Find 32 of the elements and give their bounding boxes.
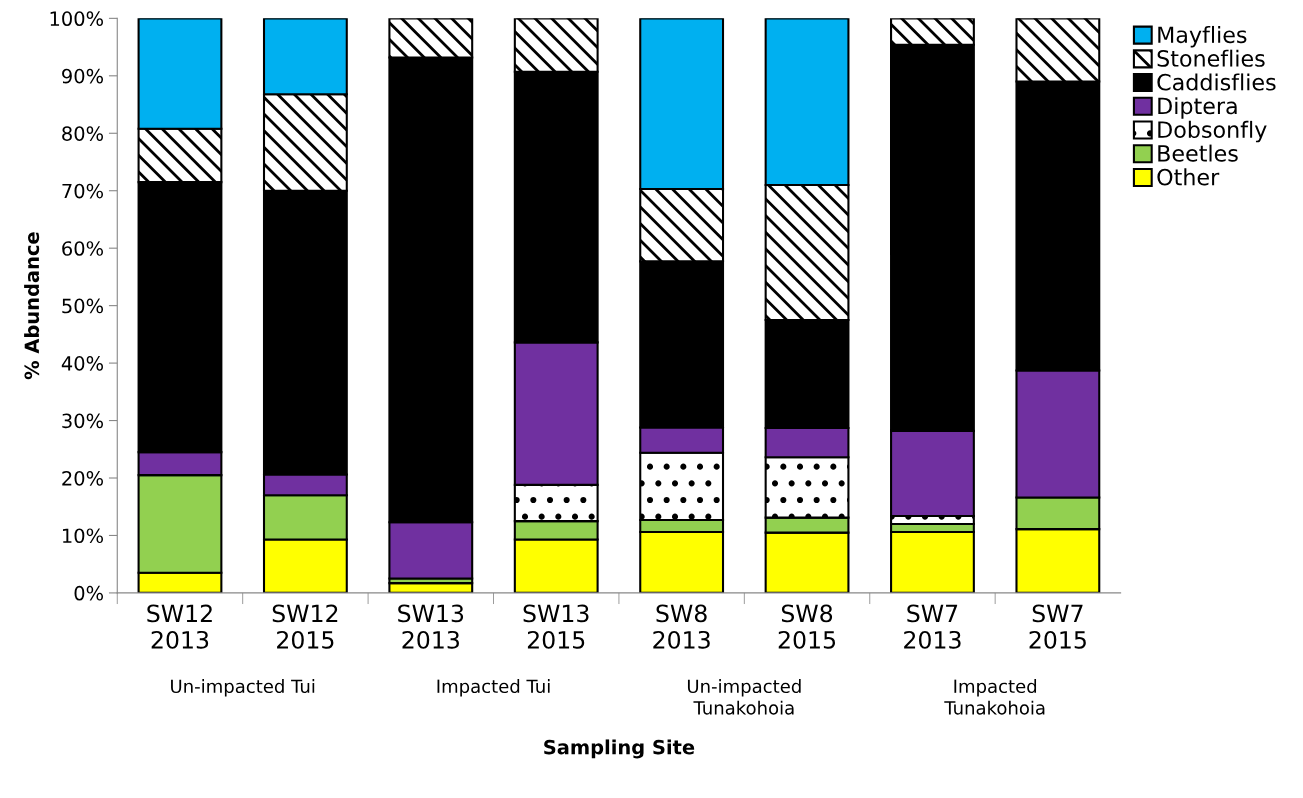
- y-tick-label: 0%: [74, 585, 103, 601]
- x-tick-label: SW8 2015: [778, 604, 836, 649]
- y-axis-title: % Abundance: [24, 232, 40, 380]
- legend-label: Beetles: [1158, 144, 1238, 162]
- y-tick-label: 80%: [62, 126, 103, 141]
- y-tick-label: 60%: [62, 241, 103, 256]
- legend-label: Other: [1157, 168, 1220, 186]
- legend-label: Diptera: [1158, 97, 1237, 119]
- legend-label: Stoneflies: [1157, 49, 1265, 67]
- y-tick-label: 10%: [62, 528, 103, 544]
- x-tick-label: SW7 2013: [904, 604, 961, 649]
- y-tick-label: 70%: [62, 183, 103, 199]
- y-tick-label: 100%: [50, 11, 103, 27]
- y-tick-label: 40%: [61, 356, 103, 371]
- x-tick-label: SW12 2013: [147, 604, 212, 649]
- y-tick-label: 90%: [62, 68, 103, 84]
- text: Un-impacted Tui: [171, 679, 315, 697]
- x-tick-label: SW12 2015: [272, 604, 338, 649]
- y-tick-label: 50%: [62, 298, 103, 314]
- y-tick-label: 20%: [62, 470, 103, 486]
- text: Impacted Tunakohoia: [944, 679, 1045, 715]
- y-tick-label: 30%: [62, 413, 103, 429]
- x-tick-label: SW8 2013: [653, 604, 710, 649]
- x-tick-label: SW13 2013: [398, 604, 464, 649]
- legend-label: Mayflies: [1158, 25, 1247, 48]
- text: Un-impacted Tunakohoia: [687, 679, 801, 715]
- x-axis-title: Sampling Site: [544, 739, 695, 759]
- legend-label: Dobsonfly: [1158, 120, 1267, 143]
- text: Impacted Tui: [437, 679, 550, 697]
- legend-label: Caddisflies: [1157, 73, 1276, 91]
- x-tick-label: SW7 2015: [1029, 604, 1086, 649]
- x-tick-label: SW13 2015: [523, 604, 589, 649]
